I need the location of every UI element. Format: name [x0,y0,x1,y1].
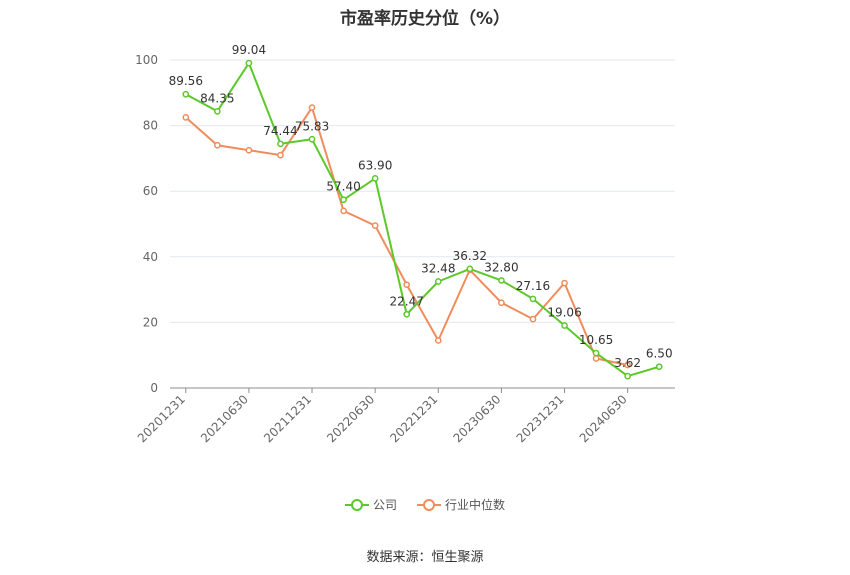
x-tick-label: 20220630 [324,392,377,445]
x-tick-label: 20210630 [198,392,251,445]
x-tick-label: 20221231 [387,392,440,445]
data-point [245,146,253,154]
data-label: 63.90 [358,158,392,172]
data-point [340,196,347,204]
x-tick-label: 20231231 [514,392,567,445]
x-tick-label: 20201231 [135,392,188,445]
legend-label: 公司 [372,498,397,512]
x-tick-label: 20230630 [450,392,503,445]
y-tick-label: 60 [143,184,158,198]
data-point [466,265,474,273]
data-point [624,361,632,369]
y-tick-label: 40 [143,250,158,264]
x-axis: 20201231 20210630 20211231 20220630 20221231… [135,387,675,445]
data-label: 36.32 [453,249,487,263]
data-point [592,349,600,357]
grid-lines [170,59,675,323]
data-label: 84.35 [200,91,234,105]
data-label: 32.48 [421,261,455,275]
data-point [529,295,537,303]
data-point [434,337,442,344]
data-point [403,310,411,318]
data-point [308,135,316,143]
data-point [245,59,253,67]
data-point [371,222,379,229]
series-line-0 [185,62,660,378]
data-point [561,279,568,287]
data-label: 6.50 [646,347,673,361]
data-point [213,141,221,149]
legend-line-marker-icon [417,498,441,512]
data-point [371,175,379,182]
data-point [340,207,347,215]
data-label: 3.62 [614,356,641,370]
data-source-note: 数据来源：恒生聚源 [366,550,484,565]
legend-item-0[interactable]: 公司 [344,496,397,513]
data-point [308,104,316,111]
data-point [498,277,505,284]
legend-line-marker-icon [344,498,369,512]
x-tick-label: 20211231 [261,392,314,445]
data-label: 32.80 [484,260,518,274]
data-label: 10.65 [579,333,613,347]
legend-item-1[interactable]: 行业中位数 [417,496,505,513]
data-label: 75.83 [295,119,329,133]
y-tick-label: 20 [143,315,158,329]
data-label: 74.44 [263,124,297,138]
data-label: 22.47 [390,294,424,308]
legend: 公司 行业中位数 [0,496,850,513]
chart-title: 市盈率历史分位（%） [339,9,511,29]
series-layer [182,59,663,380]
data-point [182,114,190,121]
data-point [277,151,284,159]
data-label: 99.04 [232,43,266,57]
y-tick-label: 100 [135,53,158,67]
data-point [624,372,632,380]
data-label: 27.16 [516,279,550,293]
data-label: 57.40 [326,180,360,194]
y-axis: 0 20 40 60 80 100 [135,53,158,395]
legend-label: 行业中位数 [445,498,506,512]
data-point [561,322,568,329]
data-point [529,315,537,323]
data-point [655,363,663,371]
data-point [403,281,411,289]
y-tick-label: 80 [143,119,158,133]
data-point [592,355,600,362]
data-point [277,140,284,148]
data-label: 19.06 [547,305,581,319]
data-point [182,90,190,98]
data-point [498,299,505,307]
data-point [213,107,221,115]
y-tick-label: 0 [150,381,158,395]
data-label: 89.56 [169,74,203,88]
data-point [434,278,442,285]
x-tick-label: 20240630 [577,392,630,445]
